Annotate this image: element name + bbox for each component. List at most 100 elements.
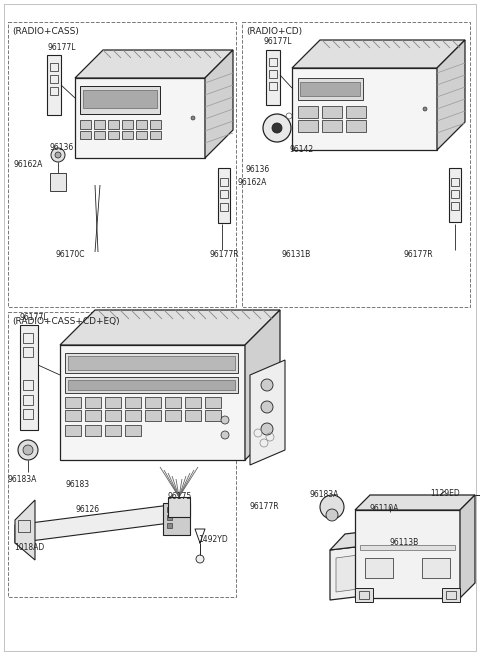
Polygon shape <box>336 546 424 592</box>
Polygon shape <box>15 500 35 560</box>
Bar <box>136 131 147 139</box>
Text: 96177L: 96177L <box>264 37 292 46</box>
Text: 96177R: 96177R <box>250 502 280 511</box>
Bar <box>365 558 393 578</box>
Circle shape <box>261 401 273 413</box>
Bar <box>269 58 277 66</box>
Bar <box>65 353 238 373</box>
Bar <box>298 120 318 132</box>
Bar <box>23 380 33 390</box>
Bar <box>451 202 459 210</box>
Bar <box>298 78 363 100</box>
Polygon shape <box>205 50 233 158</box>
Bar <box>50 87 58 95</box>
Bar <box>322 120 342 132</box>
Text: 96162A: 96162A <box>238 178 267 187</box>
Polygon shape <box>245 310 280 460</box>
Bar <box>145 397 161 408</box>
Bar <box>298 106 318 118</box>
Polygon shape <box>75 78 205 158</box>
Circle shape <box>196 555 204 563</box>
Bar <box>185 397 201 408</box>
Bar <box>346 120 366 132</box>
Bar <box>165 397 181 408</box>
Text: 96183A: 96183A <box>310 490 339 499</box>
Bar <box>220 178 228 186</box>
Text: 1129ED: 1129ED <box>430 489 460 498</box>
Bar <box>360 545 455 550</box>
Polygon shape <box>442 588 460 602</box>
Bar <box>167 515 172 520</box>
Bar <box>23 395 33 405</box>
Text: 96170C: 96170C <box>55 250 84 259</box>
Polygon shape <box>15 505 170 543</box>
Text: 96177R: 96177R <box>210 250 240 259</box>
Bar <box>80 86 160 114</box>
Bar <box>451 190 459 198</box>
Polygon shape <box>163 503 190 535</box>
Bar <box>346 106 366 118</box>
Text: 96183A: 96183A <box>8 475 37 484</box>
Text: (RADIO+CASS): (RADIO+CASS) <box>12 27 79 36</box>
Text: 1492YD: 1492YD <box>198 535 228 544</box>
Bar <box>50 75 58 83</box>
Polygon shape <box>60 310 280 345</box>
Bar <box>65 425 81 436</box>
Text: 96126: 96126 <box>75 505 99 514</box>
Text: 96177R: 96177R <box>404 250 433 259</box>
Circle shape <box>18 440 38 460</box>
Bar <box>167 523 172 528</box>
Circle shape <box>221 431 229 439</box>
Bar <box>50 63 58 71</box>
Polygon shape <box>250 360 285 465</box>
Bar <box>65 410 81 421</box>
Polygon shape <box>292 40 465 68</box>
Text: (RADIO+CASS+CD+EQ): (RADIO+CASS+CD+EQ) <box>12 317 120 326</box>
Bar <box>145 410 161 421</box>
Text: 96136: 96136 <box>50 143 74 152</box>
Bar <box>50 173 66 191</box>
Polygon shape <box>292 68 437 150</box>
Bar <box>65 397 81 408</box>
Text: 1018AD: 1018AD <box>14 543 44 552</box>
Bar <box>8 22 236 307</box>
Text: 96175: 96175 <box>168 492 192 501</box>
Bar <box>122 120 133 129</box>
Bar <box>359 591 369 599</box>
Bar <box>136 120 147 129</box>
Bar <box>105 410 121 421</box>
Bar <box>122 131 133 139</box>
Bar <box>422 558 450 578</box>
Circle shape <box>55 152 61 158</box>
Bar <box>269 82 277 90</box>
Bar <box>220 190 228 198</box>
Circle shape <box>221 416 229 424</box>
Polygon shape <box>460 495 475 598</box>
Polygon shape <box>430 522 445 588</box>
Bar <box>80 131 91 139</box>
Circle shape <box>23 445 33 455</box>
Text: 96113B: 96113B <box>390 538 419 547</box>
Circle shape <box>261 423 273 435</box>
Bar <box>125 425 141 436</box>
Bar <box>451 178 459 186</box>
Bar <box>150 131 161 139</box>
Bar <box>85 425 101 436</box>
Bar <box>105 425 121 436</box>
Polygon shape <box>266 50 280 105</box>
Circle shape <box>191 116 195 120</box>
Bar <box>269 70 277 78</box>
Bar <box>125 410 141 421</box>
Bar <box>165 410 181 421</box>
Bar <box>185 410 201 421</box>
Bar <box>8 312 236 597</box>
Text: 96110A: 96110A <box>370 504 399 513</box>
Bar <box>167 507 172 512</box>
Polygon shape <box>60 345 245 460</box>
Polygon shape <box>47 55 61 115</box>
Circle shape <box>261 379 273 391</box>
Bar <box>83 90 157 108</box>
Circle shape <box>326 509 338 521</box>
Polygon shape <box>218 168 230 223</box>
Polygon shape <box>355 495 475 510</box>
